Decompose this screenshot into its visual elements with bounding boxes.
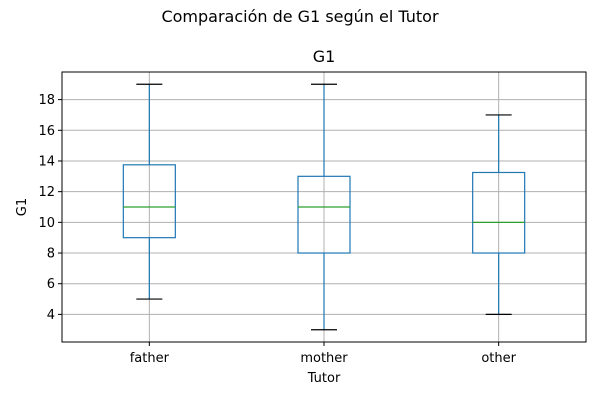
x-axis-label: Tutor — [307, 371, 341, 386]
y-axis-ticks: 4 6 8 10 12 14 16 18 — [38, 93, 62, 323]
y-tick-label: 8 — [47, 247, 55, 262]
y-tick-label: 12 — [38, 185, 55, 200]
chart-title: G1 — [313, 47, 336, 66]
box-iqr — [122, 164, 176, 239]
x-axis-ticks: father mother other — [130, 342, 517, 366]
y-tick-label: 6 — [47, 277, 55, 292]
y-tick-label: 14 — [38, 154, 55, 169]
y-tick-label: 10 — [38, 216, 55, 231]
y-tick-label: 18 — [38, 93, 55, 108]
box-mother — [297, 83, 351, 331]
x-tick-label-father: father — [130, 351, 170, 366]
x-tick-label-other: other — [481, 351, 516, 366]
box-iqr — [297, 175, 351, 254]
box-father — [122, 83, 176, 300]
y-tick-label: 4 — [47, 308, 55, 323]
y-tick-label: 16 — [38, 124, 55, 139]
box-other — [472, 114, 526, 315]
box-iqr — [472, 171, 526, 254]
y-axis-label: G1 — [15, 198, 30, 216]
chart-suptitle: Comparación de G1 según el Tutor — [161, 7, 439, 26]
boxes-layer — [122, 83, 526, 331]
x-tick-label-mother: mother — [300, 351, 348, 366]
